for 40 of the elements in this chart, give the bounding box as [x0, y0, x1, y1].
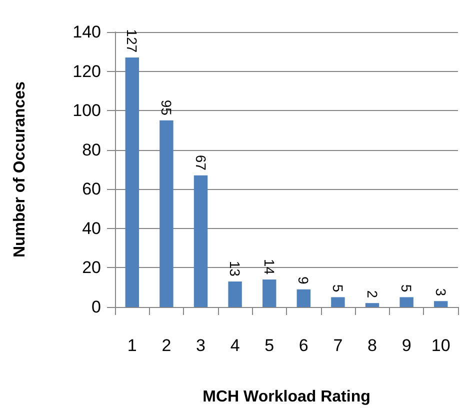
- bar: [296, 289, 311, 307]
- bar: [331, 297, 345, 307]
- bar: [228, 281, 242, 307]
- x-tick-label: 4: [230, 336, 240, 355]
- data-label: 5: [330, 284, 346, 292]
- x-tick-label: 8: [368, 336, 377, 355]
- data-label: 95: [158, 100, 174, 116]
- data-label: 2: [364, 290, 380, 298]
- y-axis-title: Number of Occurances: [12, 81, 28, 258]
- data-label: 5: [398, 284, 415, 292]
- y-tick-label: 40: [82, 218, 101, 238]
- bar: [160, 120, 174, 307]
- data-label: 127: [124, 29, 140, 53]
- data-label: 67: [192, 154, 209, 171]
- x-tick-label: 7: [333, 336, 343, 355]
- data-label: 9: [296, 276, 312, 285]
- bar: [434, 301, 448, 307]
- y-tick-label: 140: [72, 22, 101, 42]
- data-label: 14: [261, 258, 278, 275]
- x-tick-label: 6: [298, 336, 308, 355]
- y-tick-label: 80: [82, 140, 101, 160]
- bar: [194, 175, 208, 307]
- x-tick-label: 2: [162, 336, 172, 355]
- bar: [365, 303, 380, 307]
- y-tick-label: 0: [92, 298, 101, 316]
- y-tick-label: 120: [72, 62, 101, 81]
- y-tick-label: 100: [72, 101, 101, 120]
- x-tick-label: 5: [264, 336, 274, 355]
- x-tick-label: 10: [431, 336, 450, 355]
- x-tick-label: 1: [127, 336, 137, 355]
- x-axis-title: MCH Workload Rating: [202, 388, 370, 406]
- y-tick-label: 60: [82, 180, 101, 199]
- data-label: 13: [227, 260, 244, 277]
- bar: [400, 297, 414, 307]
- x-tick-label: 9: [402, 336, 412, 355]
- bar: [262, 280, 276, 307]
- bar: [125, 58, 140, 307]
- y-tick-label: 20: [82, 258, 101, 278]
- x-tick-label: 3: [196, 336, 206, 355]
- data-label: 3: [432, 288, 449, 296]
